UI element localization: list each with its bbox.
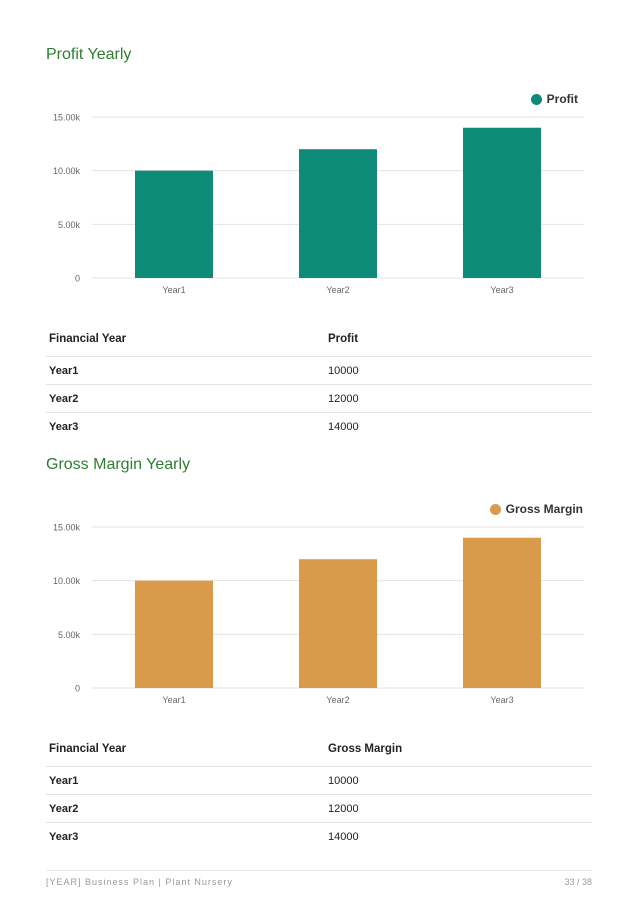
table-cell-value: 10000: [325, 766, 592, 795]
table-header-profit: Profit: [325, 321, 592, 357]
profit-chart-x-tick-label: Year2: [326, 285, 349, 295]
profit-legend-dot-icon: [530, 93, 542, 105]
gross-margin-chart-y-tick-label: 0: [75, 684, 80, 694]
profit-chart-bar: [463, 127, 541, 278]
gross-margin-chart: 0 5.00k 10.00k 15.00k Year1 Year2 Year3 Gross …: [0, 490, 638, 705]
gross-margin-chart-y-tick-label: 10.00k: [53, 576, 81, 586]
table-cell-value: 10000: [325, 356, 592, 385]
profit-chart-x-tick-label: Year3: [490, 285, 513, 295]
gross-margin-legend: Gross Margin: [489, 502, 583, 516]
profit-table: Financial Year Profit Year1 10000 Year2 …: [46, 321, 592, 440]
gross-margin-chart-x-tick-label: Year1: [162, 695, 185, 705]
table-row: Year3 14000: [46, 413, 592, 441]
profit-chart-bar: [135, 170, 213, 278]
footer-document-title: [YEAR] Business Plan | Plant Nursery: [46, 877, 233, 887]
gross-margin-legend-dot-icon: [489, 503, 501, 515]
profit-chart-x-tick-label: Year1: [162, 285, 185, 295]
table-header-row: Financial Year Gross Margin: [46, 731, 592, 767]
table-cell-year: Year1: [46, 766, 325, 795]
gross-margin-legend-label: Gross Margin: [505, 502, 583, 516]
profit-chart-svg: 0 5.00k 10.00k 15.00k Year1 Year2 Year3: [53, 113, 584, 295]
profit-chart: 0 5.00k 10.00k 15.00k Year1 Year2 Year3 Profit: [0, 80, 638, 295]
gross-margin-chart-bar: [299, 559, 377, 688]
table-row: Year2 12000: [46, 794, 592, 823]
gross-margin-chart-bar: [463, 537, 541, 688]
profit-chart-y-tick-label: 5.00k: [58, 220, 81, 230]
gross-margin-chart-bar: [135, 580, 213, 688]
gross-margin-table: Financial Year Gross Margin Year1 10000 …: [46, 731, 592, 850]
gross-margin-chart-svg: 0 5.00k 10.00k 15.00k Year1 Year2 Year3: [53, 523, 584, 705]
table-row: Year3 14000: [46, 823, 592, 851]
gross-margin-chart-y-tick-label: 5.00k: [58, 630, 81, 640]
footer-page-number: 33 / 38: [564, 877, 592, 887]
table-cell-value: 14000: [328, 830, 359, 843]
table-cell-value: 14000: [328, 420, 359, 433]
table-cell-year: Year2: [46, 794, 325, 823]
table-row: Year2 12000: [46, 384, 592, 413]
profit-legend-label: Profit: [546, 92, 578, 106]
gross-margin-chart-y-tick-label: 15.00k: [53, 523, 81, 533]
profit-chart-bar: [299, 149, 377, 278]
table-cell-value: 12000: [325, 384, 592, 413]
table-header-financial-year: Financial Year: [46, 731, 325, 767]
table-row: Year1 10000: [46, 766, 592, 795]
table-cell-year: Year3: [49, 420, 79, 433]
gross-margin-chart-x-tick-label: Year2: [326, 695, 349, 705]
table-cell-year: Year1: [46, 356, 325, 385]
table-row: Year1 10000: [46, 356, 592, 385]
table-cell-year: Year2: [46, 384, 325, 413]
table-header-financial-year: Financial Year: [46, 321, 325, 357]
footer-divider: [46, 870, 592, 871]
profit-chart-y-tick-label: 0: [75, 274, 80, 284]
profit-legend: Profit: [530, 92, 578, 106]
profit-chart-y-tick-label: 10.00k: [53, 166, 81, 176]
section-title-profit: Profit Yearly: [46, 46, 132, 63]
table-cell-value: 12000: [325, 794, 592, 823]
section-title-gross-margin: Gross Margin Yearly: [46, 456, 191, 473]
gross-margin-chart-x-tick-label: Year3: [490, 695, 513, 705]
profit-chart-y-tick-label: 15.00k: [53, 113, 81, 123]
table-cell-year: Year3: [49, 830, 79, 843]
table-header-row: Financial Year Profit: [46, 321, 592, 357]
table-header-gross-margin: Gross Margin: [325, 731, 592, 767]
